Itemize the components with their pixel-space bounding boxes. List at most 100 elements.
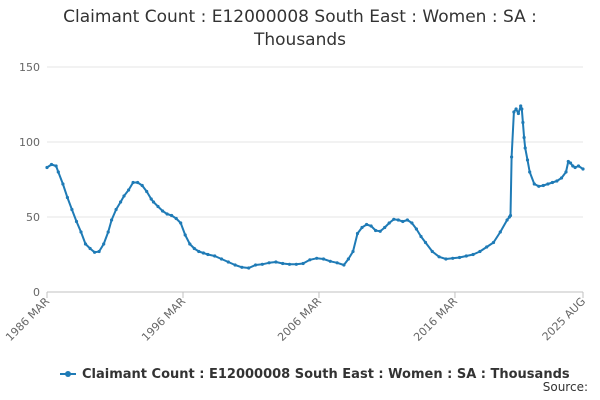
- data-point[interactable]: [206, 252, 210, 257]
- data-point[interactable]: [70, 207, 74, 212]
- data-point[interactable]: [351, 249, 355, 254]
- data-point[interactable]: [281, 261, 285, 266]
- data-point[interactable]: [45, 165, 49, 170]
- data-point[interactable]: [532, 182, 536, 186]
- data-point[interactable]: [54, 164, 58, 168]
- data-point[interactable]: [365, 222, 369, 227]
- source-label[interactable]: Source:: [542, 380, 588, 394]
- data-point[interactable]: [56, 170, 60, 174]
- data-point[interactable]: [510, 155, 514, 159]
- data-point[interactable]: [335, 261, 339, 265]
- data-point[interactable]: [498, 230, 502, 234]
- data-point[interactable]: [571, 164, 575, 168]
- data-point[interactable]: [260, 262, 264, 266]
- data-point[interactable]: [197, 249, 201, 254]
- data-point[interactable]: [522, 135, 526, 140]
- data-point[interactable]: [519, 104, 523, 108]
- data-point[interactable]: [523, 146, 527, 150]
- data-point[interactable]: [378, 229, 382, 233]
- data-point[interactable]: [219, 257, 224, 261]
- data-point[interactable]: [387, 221, 391, 225]
- data-point[interactable]: [521, 120, 525, 125]
- data-point[interactable]: [294, 262, 298, 266]
- data-point[interactable]: [525, 158, 530, 162]
- data-point[interactable]: [437, 255, 441, 259]
- data-point[interactable]: [514, 107, 518, 111]
- data-point[interactable]: [122, 194, 126, 198]
- data-point[interactable]: [401, 219, 405, 224]
- data-point[interactable]: [110, 218, 114, 222]
- data-point[interactable]: [512, 110, 516, 114]
- data-point[interactable]: [355, 231, 360, 236]
- data-point[interactable]: [161, 209, 165, 213]
- data-point[interactable]: [145, 189, 149, 194]
- data-point[interactable]: [559, 176, 564, 180]
- data-point[interactable]: [396, 218, 400, 222]
- data-point[interactable]: [505, 218, 509, 222]
- data-point[interactable]: [201, 251, 205, 255]
- data-point[interactable]: [430, 249, 434, 254]
- data-point[interactable]: [528, 170, 532, 174]
- data-point[interactable]: [308, 258, 312, 262]
- data-point[interactable]: [131, 180, 135, 185]
- data-point[interactable]: [240, 265, 244, 269]
- data-point[interactable]: [65, 195, 69, 200]
- data-point[interactable]: [213, 254, 217, 258]
- data-point[interactable]: [93, 250, 97, 254]
- data-point[interactable]: [342, 263, 346, 267]
- data-point[interactable]: [156, 204, 160, 209]
- data-point[interactable]: [321, 257, 326, 261]
- data-point[interactable]: [410, 221, 414, 225]
- data-point[interactable]: [581, 167, 585, 171]
- data-point[interactable]: [97, 249, 101, 254]
- data-point[interactable]: [79, 230, 83, 234]
- data-point[interactable]: [247, 266, 251, 270]
- data-point[interactable]: [419, 234, 423, 239]
- legend-item-label[interactable]: Claimant Count : E12000008 South East : …: [82, 367, 570, 382]
- data-point[interactable]: [174, 216, 178, 221]
- data-point[interactable]: [520, 107, 524, 111]
- data-point[interactable]: [328, 259, 332, 263]
- data-point[interactable]: [287, 262, 292, 266]
- data-point[interactable]: [508, 213, 513, 218]
- data-point[interactable]: [541, 183, 545, 188]
- legend[interactable]: Claimant Count : E12000008 South East : …: [60, 367, 570, 382]
- data-point[interactable]: [301, 261, 305, 266]
- data-point[interactable]: [102, 242, 106, 246]
- data-point[interactable]: [451, 256, 455, 260]
- data-point[interactable]: [127, 188, 131, 192]
- data-point[interactable]: [114, 207, 118, 212]
- data-point[interactable]: [267, 261, 271, 265]
- data-point[interactable]: [383, 225, 387, 230]
- data-point[interactable]: [374, 228, 378, 233]
- data-point[interactable]: [165, 212, 169, 216]
- data-point[interactable]: [179, 221, 183, 225]
- data-point[interactable]: [119, 200, 123, 204]
- data-point[interactable]: [346, 257, 350, 261]
- data-point[interactable]: [226, 260, 230, 264]
- data-point[interactable]: [491, 240, 496, 245]
- data-point[interactable]: [423, 240, 428, 245]
- data-point[interactable]: [149, 197, 153, 201]
- data-point[interactable]: [106, 230, 110, 234]
- data-point[interactable]: [136, 180, 140, 185]
- data-point[interactable]: [546, 182, 550, 186]
- data-point[interactable]: [444, 257, 448, 261]
- data-point[interactable]: [61, 182, 65, 186]
- data-point[interactable]: [576, 164, 581, 168]
- data-point[interactable]: [369, 224, 373, 228]
- data-point[interactable]: [392, 217, 396, 221]
- data-point[interactable]: [564, 170, 568, 174]
- data-point[interactable]: [88, 246, 92, 251]
- data-point[interactable]: [83, 242, 88, 246]
- data-point[interactable]: [568, 161, 573, 165]
- data-point[interactable]: [360, 225, 364, 230]
- data-point[interactable]: [555, 179, 559, 183]
- data-point[interactable]: [170, 213, 174, 218]
- data-point[interactable]: [253, 263, 258, 267]
- data-point[interactable]: [192, 246, 196, 251]
- data-point[interactable]: [405, 218, 409, 222]
- data-point[interactable]: [485, 245, 489, 249]
- data-point[interactable]: [464, 254, 468, 258]
- data-point[interactable]: [478, 249, 482, 254]
